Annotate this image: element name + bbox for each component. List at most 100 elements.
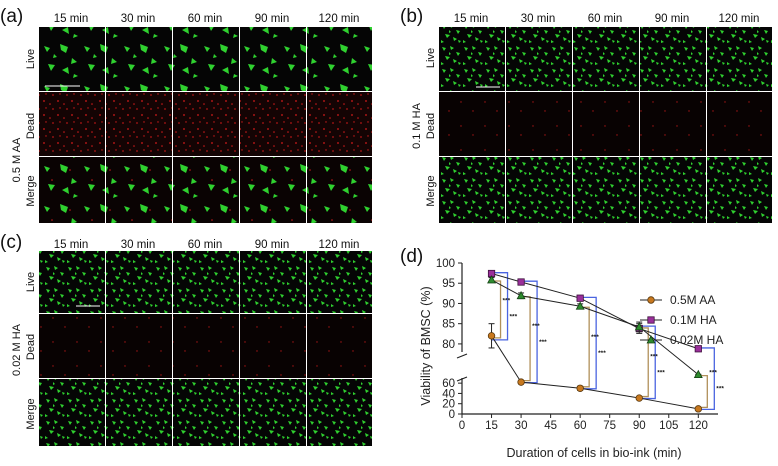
significance-label: *** [503, 297, 511, 304]
panel-b-column-headers: 15 min 30 min 60 min 90 min 120 min [454, 13, 760, 25]
significance-label: *** [591, 334, 599, 341]
data-point [694, 405, 703, 413]
legend-marker [646, 335, 656, 344]
x-tick-label: 75 [603, 420, 616, 432]
row-header: Merge [25, 175, 37, 206]
micrograph-merge [640, 157, 706, 223]
micrograph-dead [106, 92, 172, 156]
col-header: 30 min [121, 239, 156, 251]
significance-label: *** [716, 386, 724, 393]
row-header: Dead [25, 113, 37, 139]
x-tick-label: 45 [544, 420, 557, 432]
micrograph-dead [439, 92, 505, 156]
significance-bracket [698, 374, 708, 409]
y-tick-label: 90 [442, 298, 455, 310]
col-header: 60 min [588, 13, 623, 25]
panel-b-side-label: 0.1 M HA [411, 102, 423, 149]
data-point [575, 301, 585, 310]
data-point [576, 384, 584, 392]
data-point [693, 369, 703, 379]
panel-c: (c) 15 min 30 min 60 min 90 min 120 min … [0, 232, 373, 447]
axis-break-mark [456, 353, 468, 359]
micrograph-merge [106, 157, 172, 223]
significance-bracket [491, 280, 502, 339]
col-header: 120 min [319, 13, 360, 25]
col-header: 30 min [521, 13, 556, 25]
micrograph-merge [39, 379, 105, 446]
micrograph-live [573, 27, 639, 91]
data-point [487, 332, 496, 340]
micrograph-merge [173, 157, 239, 223]
significance-bracket [639, 327, 649, 398]
micrograph-dead [640, 92, 706, 156]
panel-a-column-headers: 15 min 30 min 60 min 90 min 120 min [54, 13, 360, 25]
micrograph-dead [573, 92, 639, 156]
row-header: Merge [25, 398, 37, 429]
col-header: 90 min [655, 13, 690, 25]
data-point [487, 275, 497, 284]
micrograph-dead [307, 92, 372, 156]
panel-d-chart: (d) Viability of BMSC (%) Duration of ce… [400, 246, 724, 460]
significance-label: *** [657, 369, 665, 376]
significance-bracket [698, 347, 715, 411]
axis-break-mark [456, 376, 468, 382]
micrograph-merge [307, 157, 372, 223]
micrograph-dead [39, 314, 105, 378]
x-tick-label: 105 [659, 420, 678, 432]
micrograph-merge [506, 157, 572, 223]
micrograph-live [39, 251, 105, 313]
col-header: 15 min [54, 13, 89, 25]
col-header: 90 min [255, 239, 290, 251]
micrograph-dead [240, 314, 306, 378]
panel-c-side-label: 0.02 M HA [11, 323, 23, 376]
micrograph-live [439, 27, 505, 91]
micrograph-dead [707, 92, 772, 156]
legend-item: 0.02M HA [640, 333, 723, 347]
data-point [576, 294, 584, 302]
significance-label: *** [510, 313, 518, 320]
micrograph-merge [439, 157, 505, 223]
data-point [517, 278, 525, 286]
series-2 [487, 275, 703, 379]
micrograph-merge [240, 379, 306, 446]
col-header: 90 min [255, 13, 290, 25]
significance-bracket [580, 306, 590, 388]
x-tick-label: 90 [633, 420, 646, 432]
x-tick-label: 15 [485, 420, 498, 432]
micrograph-live [106, 27, 172, 91]
panel-b: (b) 15 min 30 min 60 min 90 min 120 min … [400, 6, 773, 224]
series-0 [487, 323, 703, 413]
x-axis-title: Duration of cells in bio-ink (min) [506, 446, 681, 460]
micrograph-dead [106, 314, 172, 378]
row-header: Merge [425, 175, 437, 206]
micrograph-live [307, 27, 372, 91]
panel-b-row-headers: Live Dead Merge [425, 48, 437, 207]
panel-a-letter: (a) [0, 6, 23, 27]
series-line [491, 335, 699, 410]
micrograph-live [106, 251, 172, 313]
row-header: Dead [25, 334, 37, 360]
significance-brackets: *** *** *** *** *** *** *** *** *** *** [491, 272, 724, 411]
significance-label: *** [650, 353, 658, 360]
legend-marker [647, 316, 655, 324]
panel-d-letter: (d) [400, 246, 423, 267]
y-tick-label: 60 [442, 378, 455, 390]
col-header: 60 min [188, 13, 223, 25]
x-tick-label: 60 [574, 420, 587, 432]
data-point [694, 345, 702, 353]
micrograph-merge [307, 379, 372, 446]
panel-a-side-label: 0.5 M AA [11, 137, 23, 182]
micrograph-merge [707, 157, 772, 223]
significance-bracket [639, 325, 656, 400]
panel-c-row-headers: Live Dead Merge [25, 272, 37, 430]
micrograph-live [173, 27, 239, 91]
micrograph-dead [173, 92, 239, 156]
significance-bracket [521, 296, 531, 382]
micrograph-dead [506, 92, 572, 156]
micrograph-live [173, 251, 239, 313]
legend-marker [647, 296, 655, 304]
micrograph-live [640, 27, 706, 91]
col-header: 120 min [319, 239, 360, 251]
y-tick-label: 40 [442, 388, 455, 400]
